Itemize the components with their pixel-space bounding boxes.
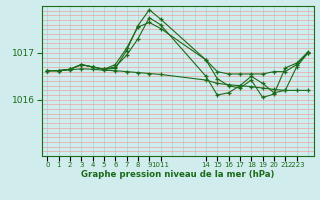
X-axis label: Graphe pression niveau de la mer (hPa): Graphe pression niveau de la mer (hPa): [81, 170, 274, 179]
